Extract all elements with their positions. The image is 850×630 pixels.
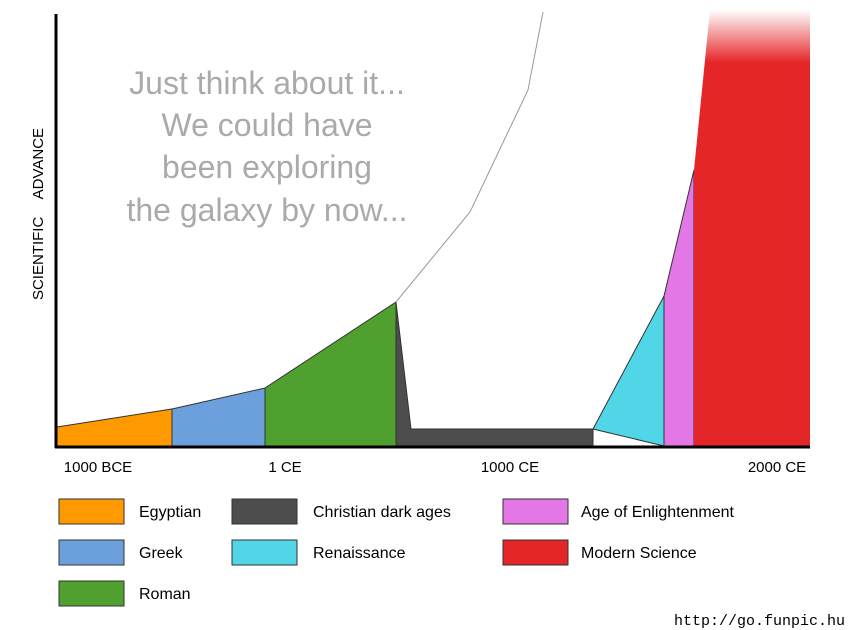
legend: Egyptian Greek Roman Christian dark ages Ren… (58, 498, 735, 607)
legend-swatch (58, 498, 125, 525)
legend-swatch (58, 580, 125, 607)
legend-label: Egyptian (139, 504, 201, 521)
legend-label: Renaissance (313, 545, 406, 562)
hypothetical-line (395, 11, 544, 303)
legend-label: Christian dark ages (313, 504, 451, 521)
watermark: http://go.funpic.hu (674, 613, 845, 630)
legend-label: Age of Enlightenment (581, 504, 735, 521)
annotation-line: the galaxy by now... (126, 192, 407, 228)
legend-swatch (231, 498, 298, 525)
annotation-line: been exploring (162, 149, 372, 185)
era-dark-ages (395, 301, 594, 447)
legend-swatch (231, 539, 298, 566)
x-labels: 1000 BCE 1 CE 1000 CE 2000 CE (64, 459, 806, 476)
x-label: 1000 CE (481, 459, 539, 476)
legend-swatch (502, 539, 569, 566)
x-label: 2000 CE (748, 459, 806, 476)
x-label: 1 CE (268, 459, 301, 476)
x-label: 1000 BCE (64, 459, 132, 476)
legend-swatch (58, 539, 125, 566)
annotation-line: Just think about it... (129, 65, 405, 101)
annotation-line: We could have (161, 107, 372, 143)
eras (56, 10, 810, 447)
era-modern-science (694, 10, 810, 446)
legend-label: Roman (139, 586, 191, 603)
annotation: Just think about it... We could have bee… (126, 65, 407, 228)
legend-swatch (502, 498, 569, 525)
legend-label: Modern Science (581, 545, 697, 562)
legend-label: Greek (139, 545, 184, 562)
y-axis-label: SCIENTIFIC ADVANCE (30, 128, 47, 300)
